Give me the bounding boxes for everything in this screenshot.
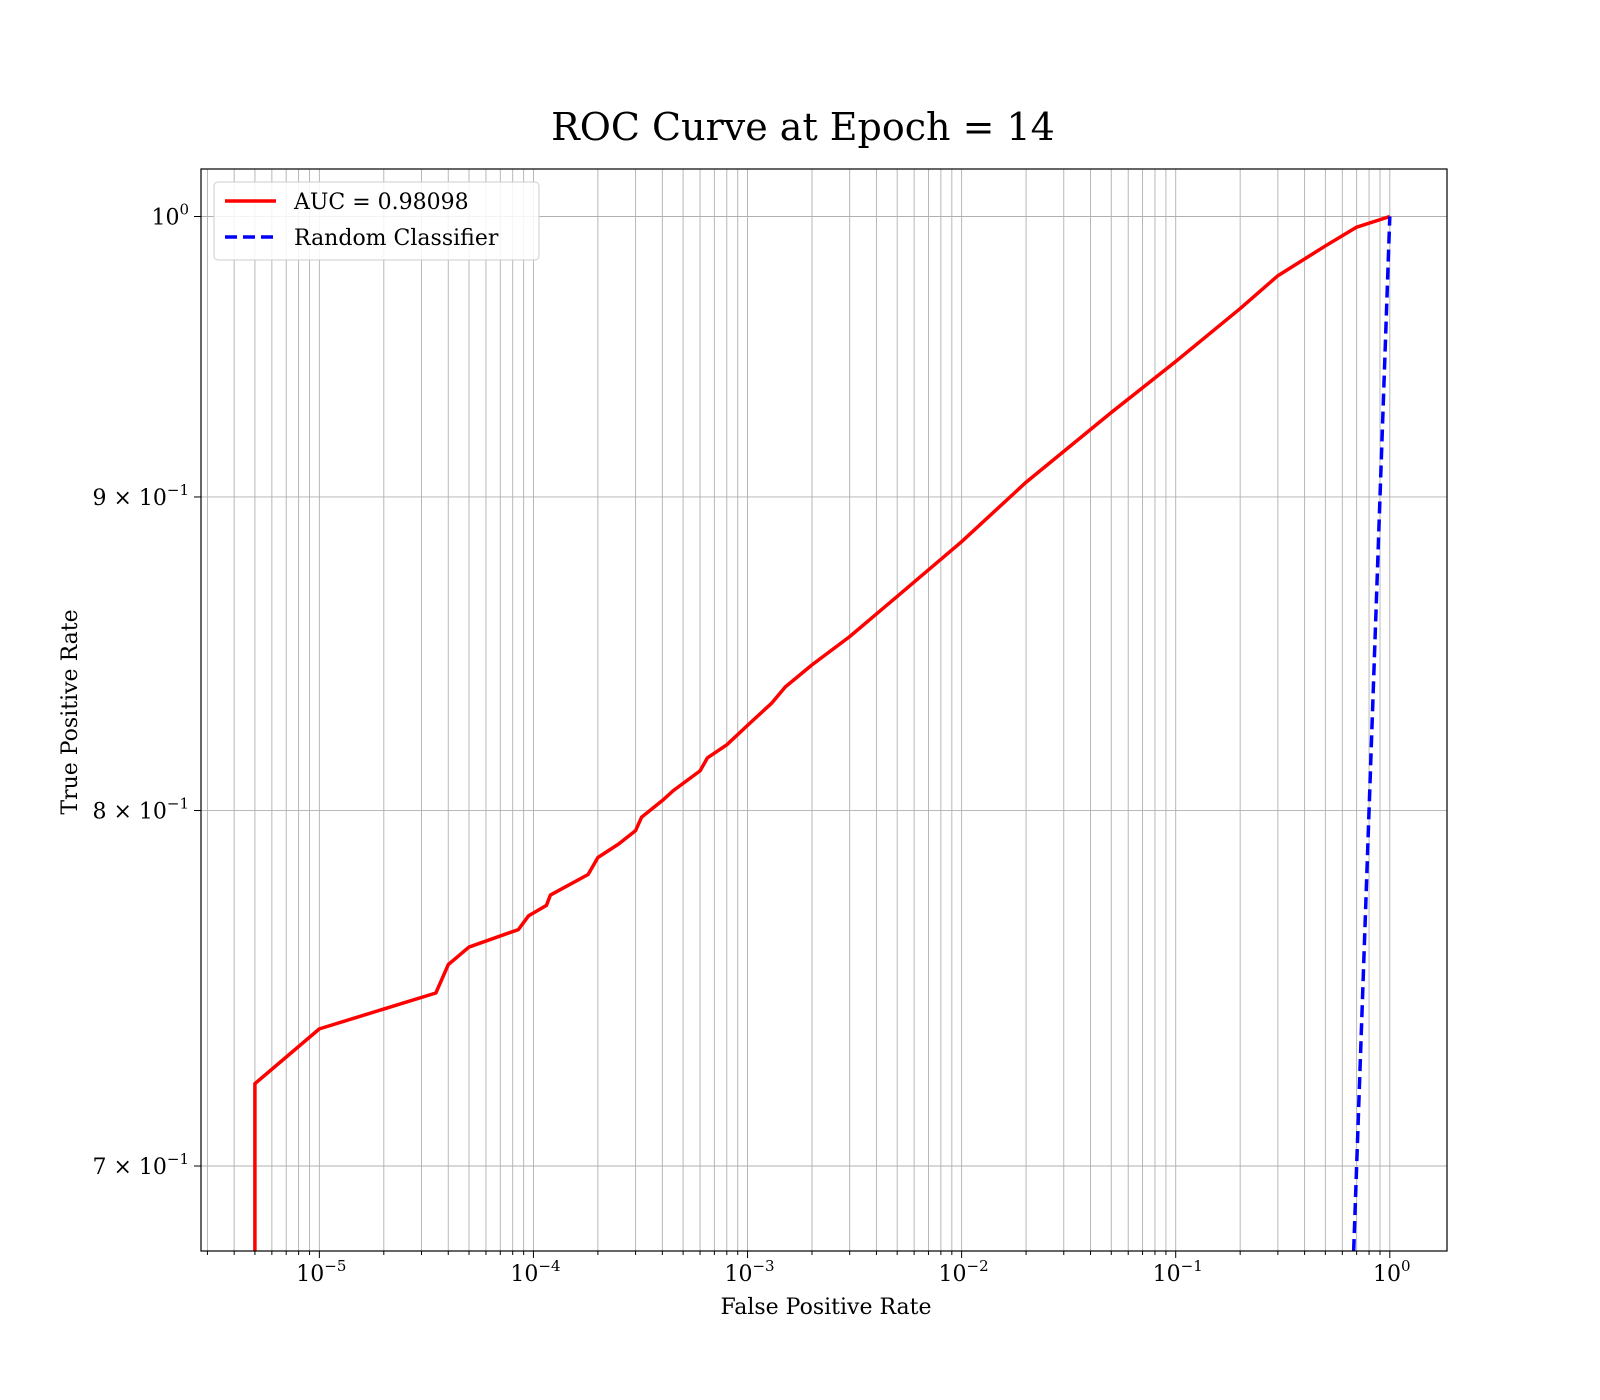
x-tick-label: 10−5	[296, 1257, 346, 1287]
series-lines	[253, 214, 1392, 1251]
x-tick-label: 10−1	[1153, 1257, 1203, 1287]
y-tick-label: 9 × 10−1	[92, 481, 189, 511]
x-axis-label: False Positive Rate	[720, 1295, 931, 1320]
legend-label-random: Random Classifier	[294, 226, 499, 251]
y-axis-label: True Positive Rate	[58, 609, 83, 814]
y-tick-label: 100	[151, 200, 189, 230]
plot-frame	[200, 168, 1448, 1252]
roc-curve-line	[253, 214, 1391, 1251]
grid	[201, 169, 1447, 1251]
legend-label-auc: AUC = 0.98098	[293, 190, 469, 215]
legend-box	[213, 181, 540, 261]
legend: AUC = 0.98098 Random Classifier	[213, 181, 540, 261]
random-classifier-line	[1351, 216, 1392, 1251]
x-tick-label: 10−3	[724, 1257, 774, 1287]
chart-title: ROC Curve at Epoch = 14	[551, 105, 1055, 149]
axes	[194, 215, 1391, 1258]
x-tick-labels: 10−5 10−4 10−3 10−2 10−1 100	[296, 1257, 1410, 1287]
x-tick-label: 100	[1373, 1257, 1411, 1287]
x-tick-label: 10−4	[510, 1257, 560, 1287]
y-tick-label: 7 × 10−1	[92, 1150, 189, 1180]
y-tick-label: 8 × 10−1	[92, 795, 189, 825]
x-tick-label: 10−2	[939, 1257, 989, 1287]
y-tick-labels: 100 9 × 10−1 8 × 10−1 7 × 10−1	[92, 200, 189, 1180]
